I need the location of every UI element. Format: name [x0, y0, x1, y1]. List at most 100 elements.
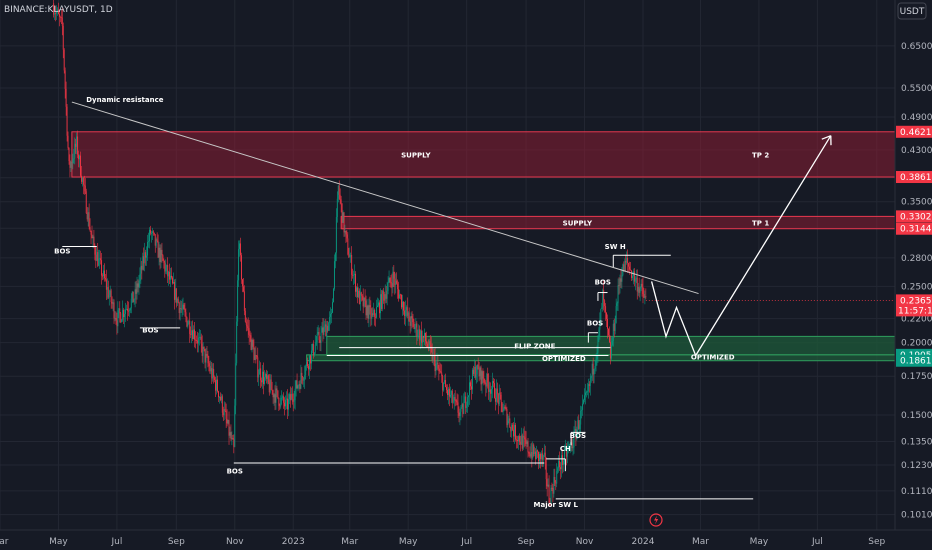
candle-body — [464, 396, 466, 403]
candle-body — [623, 264, 625, 272]
candle-body — [538, 451, 539, 461]
zone-label: SUPPLY — [401, 151, 431, 159]
price-tag-text: 0.3861 — [900, 173, 932, 183]
candle-body — [426, 343, 428, 347]
candle-body — [522, 435, 524, 449]
candle-body — [465, 396, 467, 408]
candle-body — [238, 249, 240, 281]
candle-body — [55, 13, 57, 14]
candle-body — [322, 327, 324, 335]
optimized-label: OPTIMIZED — [691, 354, 735, 362]
candle-body — [58, 14, 60, 17]
candle-body — [122, 309, 124, 320]
candle-body — [489, 389, 491, 392]
candle-body — [566, 449, 568, 457]
candle-body — [179, 307, 181, 314]
candle-body — [633, 271, 635, 282]
candle-body — [112, 302, 114, 304]
zone-box — [326, 335, 896, 356]
candle-body — [65, 88, 67, 107]
candle-body — [154, 234, 156, 246]
candle-body — [277, 390, 279, 398]
candle-body — [567, 447, 569, 450]
candle-body — [551, 487, 553, 489]
candle-body — [213, 368, 215, 378]
time-axis-panel[interactable] — [0, 530, 895, 550]
candle-body — [349, 256, 351, 258]
candle-body — [577, 420, 579, 430]
projected-arrow-head — [821, 135, 832, 146]
candle-body — [133, 299, 135, 303]
candle-body — [136, 283, 138, 294]
candle-body — [111, 301, 113, 304]
candle-body — [291, 393, 293, 399]
candle-body — [120, 313, 122, 323]
candle-body — [376, 307, 378, 318]
price-tick-label: 0.1350 — [901, 438, 932, 448]
candle-body — [290, 393, 292, 401]
lightning-icon[interactable] — [649, 513, 663, 527]
time-tick-label: Nov — [226, 537, 244, 547]
candle-body — [487, 373, 489, 383]
candle-body — [461, 404, 463, 408]
time-tick-label: Sep — [168, 537, 185, 547]
candle-body — [93, 236, 95, 246]
candle-body — [131, 291, 133, 299]
candle-body — [438, 368, 440, 372]
candle-body — [395, 280, 397, 285]
candle-body — [622, 264, 624, 276]
candle-body — [516, 439, 517, 441]
candle-body — [330, 313, 332, 317]
candle-body — [375, 316, 377, 318]
candle-body — [210, 368, 212, 372]
candle-body — [113, 302, 115, 319]
candle-body — [295, 380, 297, 389]
candle-body — [580, 410, 582, 425]
candle-body — [360, 292, 362, 296]
candle-body — [263, 371, 264, 385]
candle-body — [447, 390, 448, 395]
candle-body — [550, 487, 552, 504]
candle-body — [597, 336, 599, 353]
candle-body — [241, 255, 242, 280]
candle-body — [394, 278, 396, 285]
candle-body — [115, 318, 117, 321]
zone-box — [71, 131, 896, 178]
candle-body — [367, 305, 369, 319]
candle-body — [358, 290, 360, 305]
candle-body — [161, 249, 163, 256]
candle-body — [312, 343, 314, 356]
candle-body — [415, 323, 417, 328]
candle-body — [557, 468, 559, 471]
candle-body — [496, 388, 498, 395]
candle-body — [69, 161, 71, 168]
candle-body — [188, 320, 190, 325]
candle-body — [475, 374, 477, 378]
candle-body — [208, 363, 210, 367]
candle-body — [510, 427, 512, 432]
candle-body — [139, 273, 141, 281]
candle-body — [452, 401, 454, 403]
candle-body — [436, 362, 438, 364]
candle-body — [378, 302, 379, 306]
candle-body — [511, 424, 513, 432]
candle-body — [282, 396, 284, 398]
candle-body — [404, 309, 406, 316]
candle-body — [326, 325, 328, 337]
candle-body — [90, 230, 92, 235]
candle-body — [439, 371, 441, 372]
price-axis-panel[interactable] — [895, 0, 932, 530]
candle-body — [478, 369, 480, 377]
candle-body — [110, 290, 112, 302]
candle-body — [619, 278, 621, 286]
candle-body — [501, 402, 503, 412]
price-tick-label: 0.1230 — [901, 461, 932, 471]
candle-body — [385, 294, 387, 299]
candle-body — [340, 199, 342, 204]
candle-body — [78, 154, 80, 160]
currency-button[interactable]: USDT — [897, 2, 927, 20]
candle-body — [543, 452, 545, 456]
candle-body — [425, 332, 426, 342]
